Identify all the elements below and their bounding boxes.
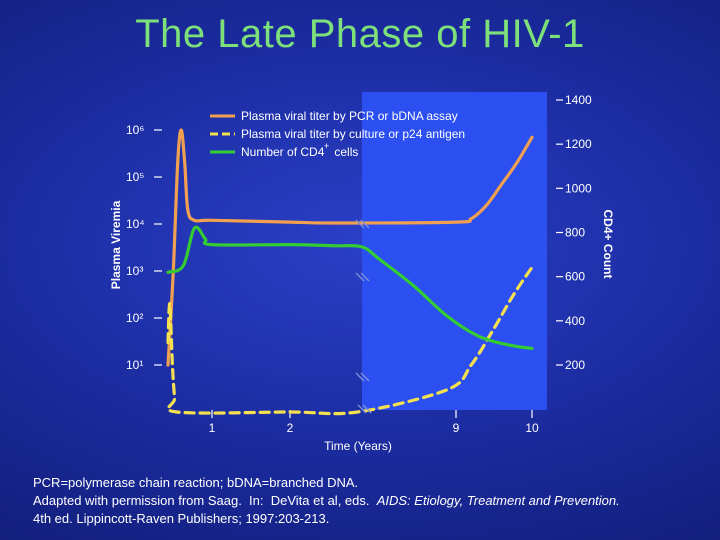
y-right-axis-title: CD4+ Count [601,210,615,279]
x-axis-title: Time (Years) [324,439,392,453]
footer-line-2: Adapted with permission from Saag. In: D… [33,492,713,510]
footer-citation: PCR=polymerase chain reaction; bDNA=bran… [33,474,713,528]
footer-line-2-prefix: Adapted with permission from Saag. In: D… [33,493,377,508]
series-layer [166,128,534,416]
right-tick-label: 600 [565,270,585,284]
left-tick-label: 10⁵ [126,170,144,184]
break-mark [355,272,370,282]
left-tick-label: 10³ [126,264,143,278]
left-tick-label: 10² [126,311,143,325]
slide-title: The Late Phase of HIV-1 [135,12,585,56]
series-line-pcr [166,128,534,367]
legend-label-cd4: Number of CD4 cells [241,145,358,159]
legend-label-pcr: Plasma viral titer by PCR or bDNA assay [241,109,458,123]
break-mark [355,219,370,229]
legend-label-culture: Plasma viral titer by culture or p24 ant… [241,127,465,141]
bottom-tick-label: 10 [525,421,539,435]
footer-line-1: PCR=polymerase chain reaction; bDNA=bran… [33,475,359,490]
break-mark [357,404,372,414]
footer-line-3: 4th ed. Lippincott-Raven Publishers; 199… [33,511,330,526]
series-line-culture [166,265,534,416]
late-phase-highlight [362,92,547,410]
bottom-axis: 1 2 9 10 [209,410,539,435]
right-tick-label: 200 [565,358,585,372]
series-line-cd4 [166,225,534,350]
bottom-tick-label: 9 [453,421,460,435]
left-axis: 10⁶ 10⁵ 10⁴ 10³ 10² 10¹ [126,123,162,372]
legend-superscript-plus: + [324,141,329,151]
left-tick-label: 10⁶ [126,123,144,137]
right-tick-label: 1200 [565,137,592,151]
axis-break-marks [355,219,372,414]
legend: Plasma viral titer by PCR or bDNA assay … [210,109,465,159]
bottom-tick-label: 2 [287,421,294,435]
footer-book-title: AIDS: Etiology, Treatment and Prevention… [376,493,620,508]
right-tick-label: 1000 [565,181,592,195]
right-tick-label: 1400 [565,93,592,107]
bottom-tick-label: 1 [209,421,216,435]
left-tick-label: 10¹ [126,358,143,372]
left-tick-label: 10⁴ [126,217,145,231]
break-mark [355,372,370,382]
right-tick-label: 800 [565,226,585,240]
right-axis: 1400 1200 1000 800 600 400 200 [556,93,592,372]
right-tick-label: 400 [565,314,585,328]
y-left-axis-title: Plasma Viremia [109,200,123,289]
